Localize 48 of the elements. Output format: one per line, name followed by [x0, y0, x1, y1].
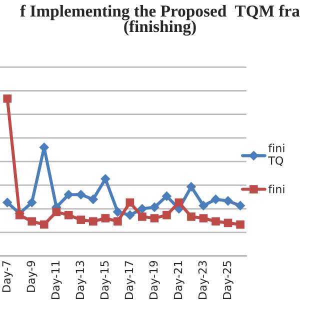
point — [76, 216, 86, 224]
point — [212, 217, 220, 226]
point — [137, 204, 148, 214]
x-tick-label: Day-25 — [222, 261, 234, 299]
chart-title: f Implementing the Proposed TQM fra (finishing) — [20, 4, 300, 36]
x-tick-label: Day-13 — [76, 261, 86, 299]
point — [150, 202, 160, 212]
legend-label: fini TQ — [268, 144, 284, 166]
point — [235, 200, 246, 211]
point — [89, 217, 98, 226]
point — [64, 210, 73, 220]
point — [198, 200, 208, 211]
point — [186, 182, 196, 192]
x-tick-label: Day-23 — [198, 261, 209, 299]
point — [210, 194, 221, 204]
x-tick-label: Day-11 — [51, 261, 62, 299]
point — [112, 207, 123, 217]
point — [162, 210, 171, 220]
point — [125, 210, 135, 220]
point — [138, 212, 146, 221]
point — [2, 198, 12, 208]
point — [64, 190, 74, 200]
point — [101, 214, 110, 222]
point — [40, 220, 48, 229]
point — [3, 94, 12, 103]
point — [150, 214, 159, 222]
point — [26, 198, 37, 208]
point — [100, 174, 110, 184]
x-tick-label: Day-19 — [149, 260, 160, 299]
x-tick-label: Day-21 — [174, 261, 184, 299]
x-tick-label: Day-9 — [26, 260, 38, 292]
point — [88, 194, 98, 204]
point — [126, 198, 134, 207]
x-tick-label: Day-17 — [124, 261, 136, 299]
point — [162, 191, 172, 202]
point — [187, 212, 196, 221]
point — [199, 214, 208, 222]
x-tick-label: Day-7 — [2, 261, 13, 292]
x-tick-label: Day-15 — [100, 261, 111, 299]
point — [28, 217, 36, 226]
legend-label: fini — [268, 184, 284, 194]
point — [52, 208, 61, 216]
point — [224, 218, 232, 228]
point — [236, 220, 244, 229]
point — [114, 217, 122, 226]
point — [174, 198, 184, 207]
point — [223, 196, 233, 206]
point — [76, 190, 86, 200]
